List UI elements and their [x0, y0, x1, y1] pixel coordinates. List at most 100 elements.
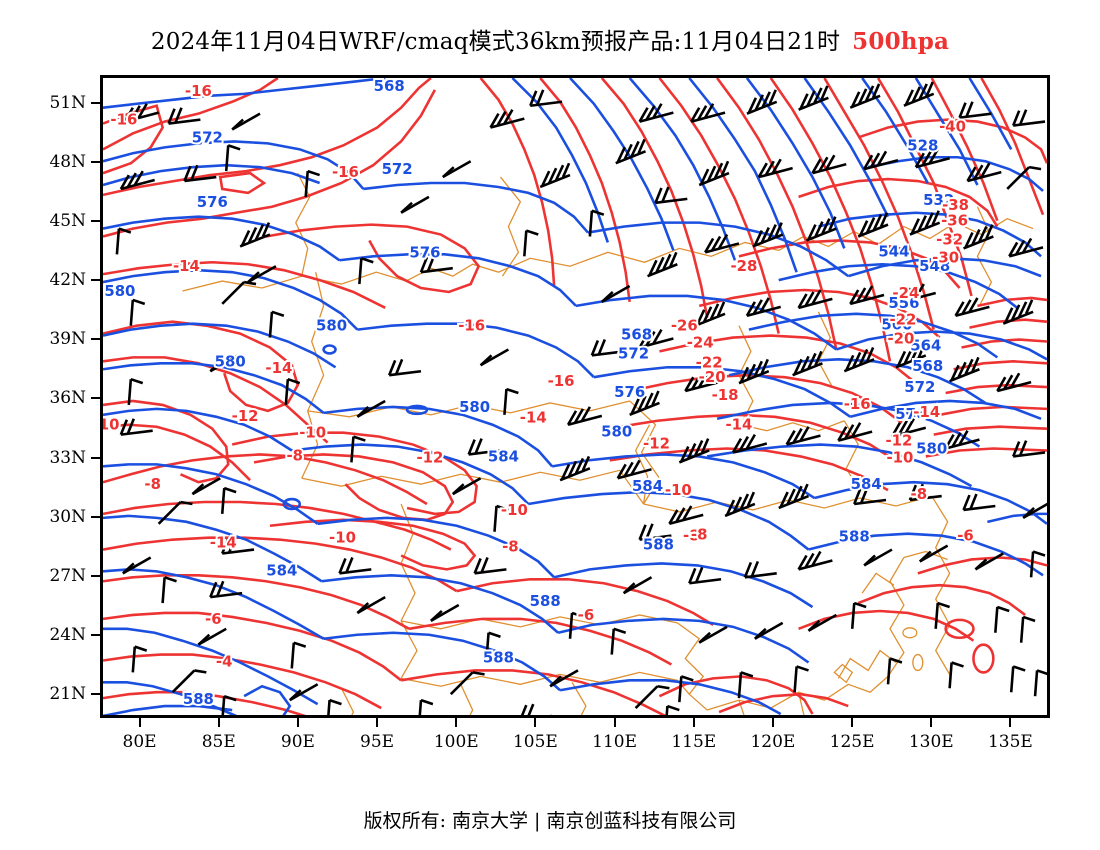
temperature-contour-label: -22	[696, 353, 723, 371]
temperature-contour-label: -36	[941, 212, 968, 230]
temperature-contour-label: -16	[458, 317, 485, 335]
y-axis-tick-mark	[91, 160, 100, 163]
y-axis-tick-label: 48N	[49, 151, 86, 172]
x-axis-tick-mark	[296, 718, 299, 727]
temperature-contour-labels: -16-16-16-16-16-16-14-14-14-14-16-16-16-…	[103, 80, 976, 673]
height-contour-label: 588	[643, 536, 674, 554]
height-contour-label: 576	[614, 383, 645, 401]
x-axis-tick-mark	[1009, 718, 1012, 727]
height-contour-label: 588	[839, 528, 870, 546]
temperature-contour-label-halo: -10	[329, 529, 356, 547]
temperature-contour-label-halo: -26	[671, 317, 698, 335]
height-contour-label: 580	[215, 352, 246, 370]
y-axis-tick-mark	[91, 279, 100, 282]
height-contour-label-halo: 584	[851, 475, 882, 493]
x-axis-tick-label: 120E	[750, 732, 796, 752]
temperature-contour-label: -8	[691, 526, 708, 544]
x-axis-tick-label: 100E	[433, 732, 479, 752]
height-contour-label-halo: 568	[621, 326, 652, 344]
temperature-contour-label: -14	[725, 416, 752, 434]
height-contour-label: 548	[919, 257, 950, 275]
x-axis-tick-mark	[138, 718, 141, 727]
temperature-contour-label-halo: -10	[665, 481, 692, 499]
y-axis-tick-label: 45N	[49, 210, 86, 231]
footer-copyright-text: 版权所有: 南京大学	[363, 810, 529, 832]
y-axis-tick-mark	[91, 515, 100, 518]
temperature-contour-label-halo: -32	[936, 230, 963, 248]
y-axis-tick-mark	[91, 397, 100, 400]
temperature-contour-label-halo: -12	[416, 448, 443, 466]
y-axis-tick-mark	[91, 634, 100, 637]
temperature-contour-label-halo: -6	[578, 606, 595, 624]
y-axis-tick-label: 33N	[49, 447, 86, 468]
x-axis-tick-mark	[455, 718, 458, 727]
temperature-contour-label: -38	[942, 196, 969, 214]
temperature-contour-label: -14	[726, 416, 753, 434]
height-contour-label: 572	[618, 344, 649, 362]
y-axis-tick-label: 24N	[49, 625, 86, 646]
map-plot-area[interactable]: 568 568 572 572 572 572 576 576 576 576 580 580 580 5…	[100, 75, 1050, 718]
temperature-contour-label: -40	[939, 118, 966, 136]
temperature-contour-label-halo: -14	[725, 416, 752, 434]
height-contour-label: 572	[382, 160, 413, 178]
temperature-contour-label: -12	[232, 407, 259, 425]
height-contour-label-halo: 584	[632, 477, 663, 495]
temperature-contour-label-halo: -36	[941, 212, 968, 230]
y-axis-tick-label: 51N	[49, 92, 86, 113]
y-axis-tick-label: 21N	[49, 684, 86, 705]
height-contour-label: 584	[851, 475, 882, 493]
temperature-contour-label: -10	[299, 424, 326, 442]
temperature-contour-label-halo: -14	[520, 409, 547, 427]
temperature-contour-label-halo: -16	[185, 82, 212, 100]
height-contour-label: 584	[632, 477, 663, 495]
temperature-contour-label-halo: -14	[173, 257, 200, 275]
height-contour-label-halo: 528	[907, 136, 938, 154]
temperature-contour-label-halo: -24	[892, 284, 919, 302]
height-contour-label-halo: 588	[643, 536, 674, 554]
x-axis-tick-mark	[613, 718, 616, 727]
y-axis-tick-label: 27N	[49, 565, 86, 586]
height-contour-label-halo: 580	[316, 317, 347, 335]
temperature-contour-label-halo: -16	[458, 317, 485, 335]
y-axis-tick-label: 39N	[49, 329, 86, 350]
height-contour-label-halo: 560	[881, 316, 912, 334]
y-axis-tick-mark	[91, 456, 100, 459]
temperature-contour-label-halo: -38	[942, 196, 969, 214]
temperature-contour-label-halo: -14	[913, 403, 940, 421]
height-contour-label-halo: 572	[618, 344, 649, 362]
height-contour-label-halo: 576	[895, 405, 926, 423]
x-axis-tick-label: 130E	[908, 732, 954, 752]
x-axis-tick-mark	[930, 718, 933, 727]
temperature-contour-label: -30	[932, 248, 959, 266]
x-axis-tick-mark	[534, 718, 537, 727]
temperature-contour-label: -20	[699, 368, 726, 386]
height-contour-label-halo: 556	[888, 294, 919, 312]
x-axis-tick-label: 80E	[122, 732, 157, 752]
temperature-contour-label: -4	[216, 652, 233, 670]
height-contour-label-halo: 576	[197, 193, 228, 211]
x-axis-tick-mark	[771, 718, 774, 727]
temperature-contour-label-halo: -24	[687, 333, 714, 351]
height-contour-label-halo: 576	[409, 243, 440, 261]
height-contour-labels: 5685685725725725725765765765765805805805…	[103, 78, 956, 710]
height-contour-label-halo: 572	[904, 378, 935, 396]
y-axis-tick-label: 42N	[49, 270, 86, 291]
x-axis-tick-mark	[851, 718, 854, 727]
temperature-contour-label-halo: -20	[887, 330, 914, 348]
height-contour-label: 584	[488, 447, 519, 465]
temperature-contour-label: -8	[144, 475, 161, 493]
height-contour-label: 572	[192, 128, 223, 146]
page-title: 2024年11月04日WRF/cmaq模式36km预报产品:11月04日21时 5…	[0, 22, 1100, 56]
height-contour-label: 580	[316, 317, 347, 335]
contour-map-svg: 5685685725725725725765765765765805805805…	[103, 78, 1047, 715]
x-axis-tick-label: 105E	[512, 732, 558, 752]
temperature-contour-label: -20	[887, 330, 914, 348]
temperature-contour-label: -16	[110, 111, 137, 129]
temperature-contour-label-halo: -10	[103, 416, 119, 434]
x-axis-tick-label: 135E	[987, 732, 1033, 752]
temperature-contour-label: -12	[643, 435, 670, 453]
height-contour-label-halo: 572	[382, 160, 413, 178]
height-contour-label: 556	[888, 294, 919, 312]
y-axis-tick-mark	[91, 338, 100, 341]
temperature-contour-label: -14	[265, 359, 292, 377]
